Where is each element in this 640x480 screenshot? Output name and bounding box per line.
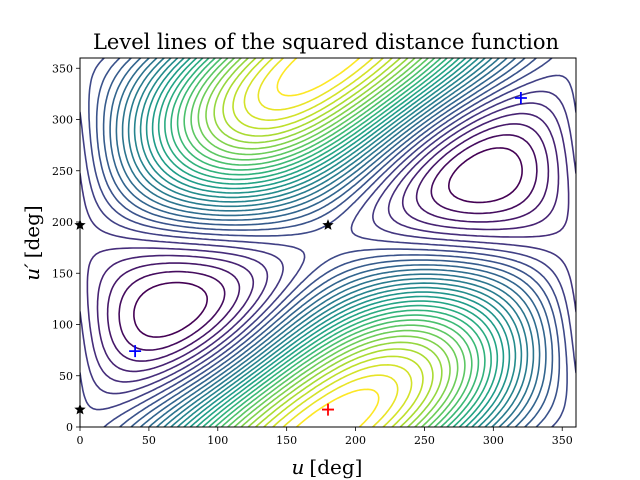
contour-level [109,58,547,427]
y-tick-label: 200 [52,216,73,229]
y-tick-label: 250 [52,165,73,178]
star-marker [74,403,86,415]
marker-layer [74,91,527,416]
star-marker [322,219,334,230]
contour-level [121,58,535,427]
contour-lines [80,58,576,427]
contour-level [164,58,492,427]
x-axis-label: u [deg] [292,455,363,479]
contour-level [118,134,538,351]
contour-level [133,147,523,338]
contour-level [222,58,434,427]
contour-level [95,58,561,427]
contour-level [276,58,380,427]
contour-level [232,58,424,427]
y-axis-unit: [deg] [20,205,44,258]
x-tick-label: 100 [207,434,228,447]
x-axis-ticks: 0 50 100 150 200 250 300 350 [77,427,573,447]
y-axis-label: u′ [deg] [20,205,44,280]
plus-marker [514,91,527,104]
x-tick-label: 250 [414,434,435,447]
x-tick-label: 300 [483,434,504,447]
contour-level [157,58,499,427]
contour-level [106,123,550,362]
contour-level [183,58,473,427]
y-tick-label: 300 [52,114,73,127]
y-tick-label: 0 [66,421,73,434]
contour-level [80,90,576,395]
contour-level [151,58,505,427]
contour-level [102,58,554,427]
y-axis-ticks: 0 50 100 150 200 250 300 350 [52,62,80,434]
x-tick-label: 150 [276,434,297,447]
y-tick-label: 150 [52,267,73,280]
x-tick-label: 50 [142,434,156,447]
contour-level [127,58,529,427]
x-tick-label: 200 [345,434,366,447]
chart-title: Level lines of the squared distance func… [93,30,559,54]
x-tick-label: 0 [77,434,84,447]
plus-marker [322,403,334,416]
contour-level [170,58,486,427]
x-axis-unit: [deg] [309,455,362,479]
x-axis-var: u [292,455,305,479]
plus-marker [129,345,142,358]
star-marker [74,219,86,230]
y-tick-label: 100 [52,319,73,332]
contour-level [139,58,517,427]
contour-level [257,58,399,427]
contour-level [86,102,570,383]
contour-level [133,58,523,427]
y-tick-label: 50 [59,370,73,383]
x-tick-label: 350 [552,434,573,447]
contour-level [243,58,413,427]
contour-level [88,58,568,427]
y-axis-var: u′ [20,263,44,281]
contour-level [80,74,576,411]
contour-level [96,112,560,373]
plot-frame [79,57,577,428]
y-tick-label: 350 [52,62,73,75]
contour-level [145,58,511,427]
